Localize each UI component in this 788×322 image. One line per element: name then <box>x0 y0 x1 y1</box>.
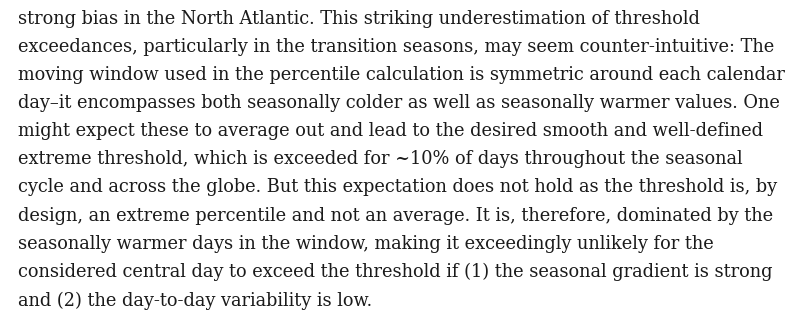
Text: strong bias in the North Atlantic. This striking underestimation of threshold ex: strong bias in the North Atlantic. This … <box>18 10 785 310</box>
